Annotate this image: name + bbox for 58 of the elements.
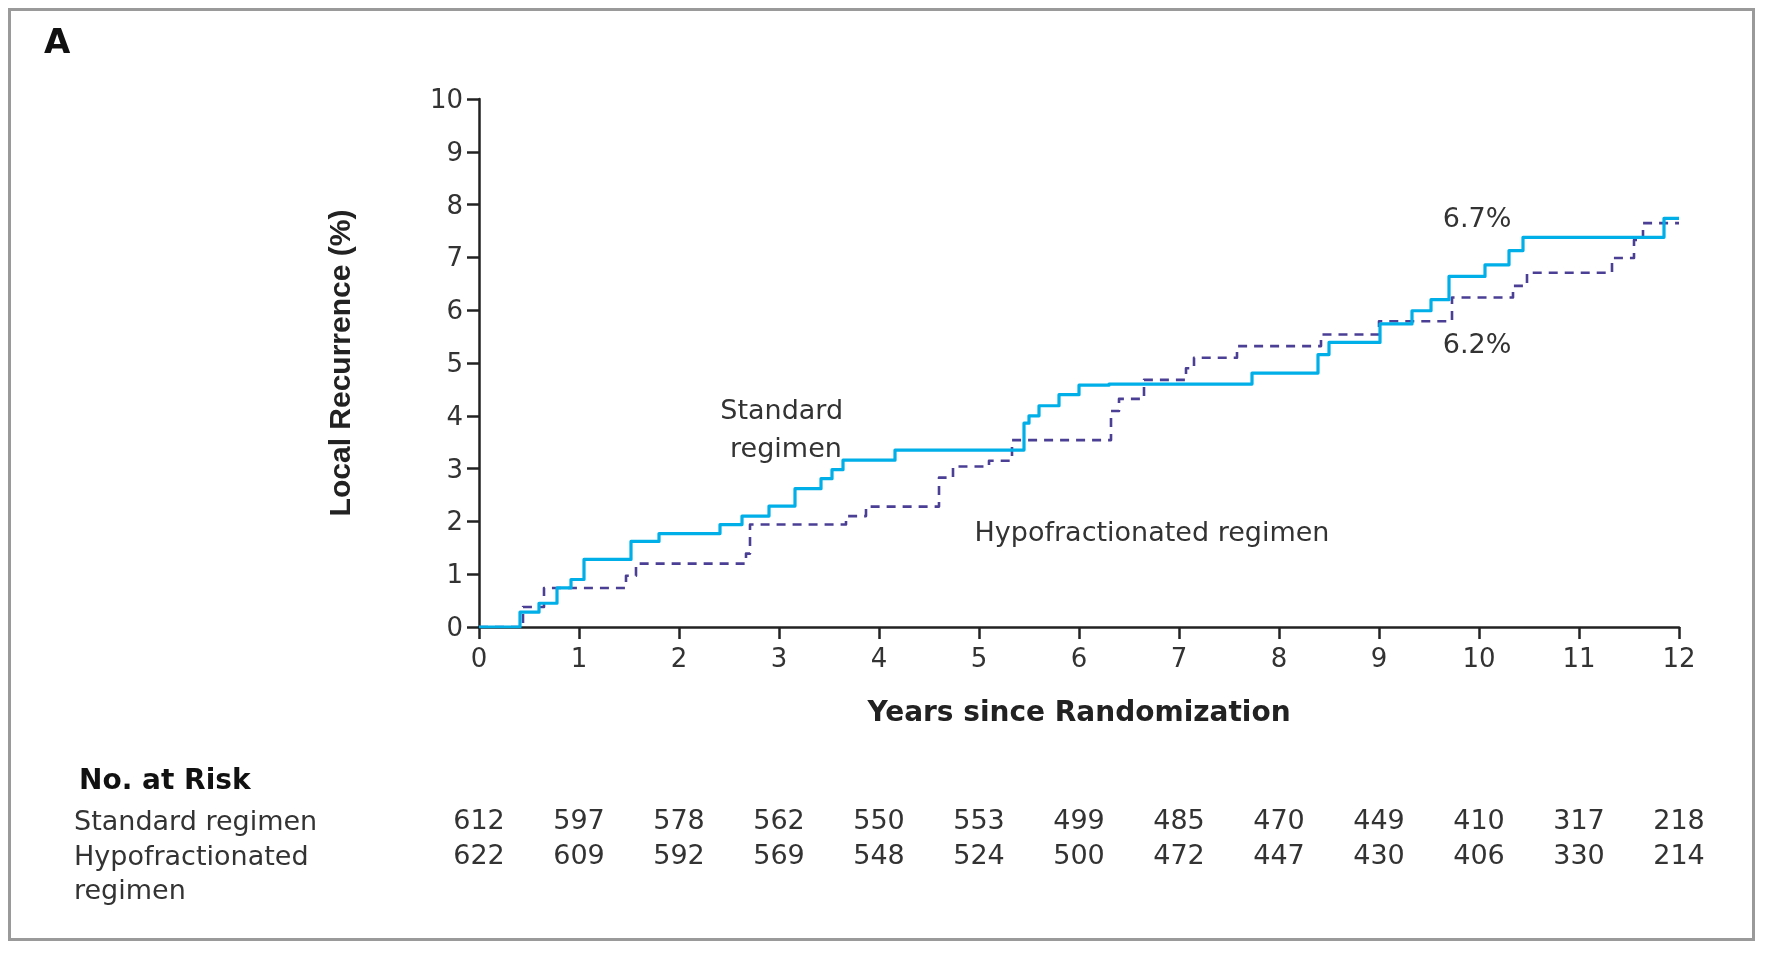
data-label: 218 [1653, 804, 1705, 835]
y-tick-label: 10 [429, 84, 463, 114]
data-label: 578 [653, 804, 705, 835]
annotation: 6.7% [1442, 201, 1512, 233]
y-tick-label: 2 [446, 506, 463, 537]
data-label: 592 [653, 839, 705, 870]
data-label: 609 [553, 839, 605, 870]
text: A [44, 21, 71, 61]
annotation: Hypofractionated regimen [974, 515, 1330, 547]
data-label: 562 [753, 804, 805, 835]
data-label: 500 [1053, 839, 1105, 870]
y-tick-label: 7 [446, 242, 463, 273]
data-label: 524 [953, 839, 1005, 870]
data-label: 430 [1353, 839, 1405, 870]
y-tick-label: 8 [446, 189, 463, 220]
annotation: Standard regimen [720, 393, 852, 463]
y-tick-label: 3 [446, 453, 463, 484]
data-label: 472 [1153, 839, 1205, 870]
y-tick-label: 4 [446, 400, 463, 431]
x-tick-label: 0 [470, 643, 488, 673]
x-tick-label: 4 [870, 643, 888, 673]
data-label: 550 [853, 804, 905, 835]
x-tick-label: 12 [1662, 643, 1696, 673]
data-label: 597 [553, 804, 605, 835]
data-label: 214 [1653, 839, 1705, 870]
x-tick-label: 3 [770, 643, 788, 673]
x-tick-label: 9 [1370, 643, 1388, 673]
data-label: 553 [953, 804, 1005, 835]
y-tick-label: 1 [446, 559, 463, 590]
data-label: 447 [1253, 839, 1305, 870]
x-axis-title: Years since Randomization [866, 694, 1291, 728]
x-tick-label: 10 [1462, 643, 1496, 673]
y-tick-label: 5 [446, 348, 463, 378]
text: No. at Risk [79, 762, 252, 796]
x-tick-label: 2 [670, 643, 688, 673]
x-tick-label: 11 [1562, 643, 1596, 673]
data-label: 410 [1453, 804, 1505, 835]
data-label: 548 [853, 839, 905, 870]
annotation: 6.2% [1442, 327, 1512, 359]
x-tick-label: 6 [1070, 643, 1088, 673]
y-axis-title: Local Recurrence (%) [322, 209, 356, 517]
x-tick-label: 1 [570, 643, 588, 673]
y-tick-label: 0 [446, 612, 463, 642]
y-tick-label: 9 [446, 136, 463, 167]
data-label: 406 [1453, 839, 1505, 870]
data-label: 622 [453, 839, 505, 870]
x-tick-label: 5 [970, 643, 988, 673]
data-label: 485 [1153, 804, 1205, 835]
data-label: 330 [1553, 839, 1605, 870]
x-tick-label: 7 [1170, 643, 1188, 673]
data-label: 449 [1353, 804, 1405, 835]
data-label: 499 [1053, 804, 1105, 835]
data-label: 569 [753, 839, 805, 870]
data-label: 612 [453, 804, 505, 835]
x-tick-label: 8 [1270, 643, 1288, 673]
data-label: 317 [1553, 804, 1605, 835]
y-tick-label: 6 [446, 295, 463, 326]
data-label: 470 [1253, 804, 1305, 835]
